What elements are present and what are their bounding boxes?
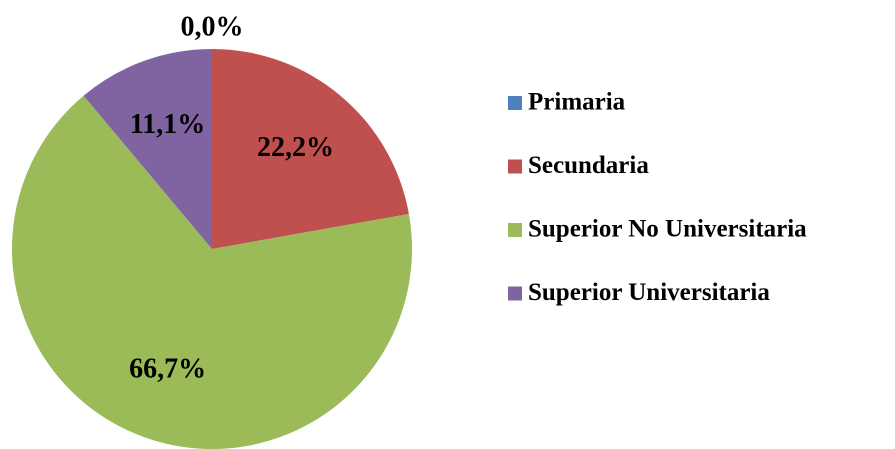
pie-slice: [12, 95, 413, 449]
data-label: 22,2%: [257, 132, 334, 163]
legend-swatch: [508, 286, 522, 301]
legend-swatch: [508, 96, 522, 110]
data-label: 0,0%: [181, 11, 244, 42]
legend-label: Superior Universitaria: [528, 279, 770, 306]
legend-label: Secundaria: [528, 152, 649, 179]
legend-swatch: [508, 223, 522, 237]
legend-swatch: [508, 159, 522, 174]
legend-label: Superior No Universitaria: [528, 216, 807, 243]
data-label: 11,1%: [130, 109, 205, 140]
pie-slice: [83, 49, 212, 249]
pie-slice: [212, 49, 409, 249]
data-label: 66,7%: [129, 354, 206, 385]
legend-label: Primaria: [528, 89, 626, 116]
